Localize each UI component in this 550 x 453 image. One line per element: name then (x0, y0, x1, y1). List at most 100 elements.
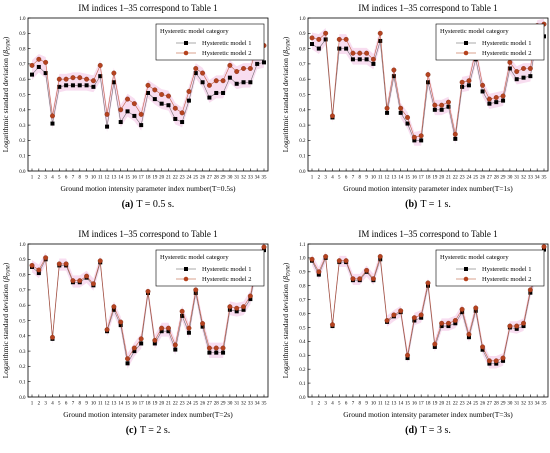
data-point-model-2 (241, 66, 246, 71)
x-tick-label: 33 (248, 176, 254, 181)
data-point-model-1 (159, 329, 164, 334)
x-tick-label: 30 (227, 176, 233, 181)
x-tick-label: 19 (152, 176, 158, 181)
data-point-model-2 (200, 321, 206, 327)
x-tick-label: 27 (487, 176, 493, 181)
data-point-model-2 (166, 93, 171, 99)
data-point-model-1 (494, 361, 499, 366)
data-point-model-1 (405, 121, 410, 126)
data-point-model-1 (323, 37, 328, 42)
y-tick-label: 0.6 (299, 312, 306, 317)
data-point-model-1 (118, 120, 123, 125)
data-point-model-2 (186, 88, 192, 94)
x-tick-label: 34 (535, 176, 541, 181)
data-point-model-1 (186, 330, 191, 335)
y-tick-label: 0.1 (299, 155, 306, 160)
x-tick-label: 34 (255, 176, 261, 181)
data-point-model-1 (111, 307, 116, 312)
y-tick-label: 0.1 (19, 381, 26, 386)
y-axis-label-subscript: D|IM (7, 264, 12, 277)
x-tick-label: 30 (227, 402, 233, 407)
data-point-model-1 (446, 324, 451, 329)
data-point-model-1 (193, 290, 198, 295)
data-point-model-1 (91, 84, 96, 89)
y-axis-label-end: ) (1, 262, 10, 265)
data-point-model-1 (439, 324, 444, 329)
data-point-model-1 (146, 90, 150, 95)
data-point-model-1 (357, 57, 362, 62)
data-point-model-2 (370, 276, 376, 282)
x-tick-label: 33 (528, 176, 534, 181)
data-point-model-1 (344, 46, 349, 51)
legend-box (435, 23, 545, 61)
x-tick-label: 18 (426, 402, 432, 407)
legend-label-model-1: Hysteretic model 1 (202, 266, 251, 273)
data-point-model-1 (460, 310, 465, 315)
data-point-model-2 (206, 82, 212, 88)
data-point-model-2 (446, 99, 451, 105)
data-point-model-1 (521, 324, 526, 329)
data-point-model-1 (84, 83, 89, 88)
data-point-model-2 (36, 267, 42, 273)
data-point-model-1 (207, 350, 212, 355)
y-tick-label: 0.3 (299, 124, 306, 129)
data-point-model-2 (521, 66, 526, 71)
x-tick-label: 32 (241, 402, 247, 407)
data-point-model-2 (521, 320, 526, 326)
y-tick-label: 0.0 (19, 396, 26, 401)
x-tick-label: 20 (439, 176, 445, 181)
x-tick-label: 13 (391, 176, 397, 181)
x-tick-label: 7 (352, 176, 355, 181)
y-tick-label: 0.1 (19, 155, 26, 160)
data-point-model-2 (172, 342, 178, 348)
data-point-model-2 (43, 255, 49, 261)
x-axis-label: Ground motion intensity parameter index … (60, 184, 236, 193)
y-tick-label: 0.6 (19, 304, 26, 309)
data-point-model-2 (370, 56, 376, 62)
data-point-model-2 (111, 70, 117, 76)
x-tick-label: 10 (371, 402, 377, 407)
data-point-model-1 (214, 90, 219, 95)
y-tick-label: 0.5 (19, 319, 26, 324)
x-tick-label: 18 (426, 176, 432, 181)
data-point-model-1 (105, 124, 110, 129)
y-tick-label: 0.4 (299, 340, 306, 345)
data-point-model-2 (261, 244, 267, 250)
y-tick-label: 0.8 (19, 47, 26, 52)
data-point-model-2 (364, 267, 370, 273)
x-tick-label: 13 (111, 176, 117, 181)
data-point-model-1 (337, 46, 342, 51)
data-point-model-1 (446, 104, 451, 109)
legend-marker-model-1 (184, 41, 188, 45)
data-point-model-1 (398, 110, 403, 115)
y-tick-label: 0.9 (299, 32, 306, 37)
panel-caption: (b) T = 1 s. (405, 199, 451, 210)
x-tick-label: 35 (542, 176, 548, 181)
y-axis-label-end: ) (281, 262, 290, 265)
x-tick-label: 9 (365, 176, 368, 181)
legend: Hysteretic model category Hysteretic mode… (155, 249, 265, 287)
data-point-model-2 (309, 256, 315, 262)
x-tick-label: 30 (507, 402, 512, 407)
y-axis-label-main: Logarithmic standard deviation ( (281, 279, 290, 378)
legend-marker-model-2 (463, 50, 469, 56)
x-tick-label: 10 (371, 176, 377, 181)
y-tick-label: 0.5 (299, 326, 306, 331)
data-point-model-2 (131, 101, 137, 107)
y-tick-label: 0.4 (19, 335, 26, 340)
panel-caption: (c) T = 2 s. (126, 425, 171, 436)
x-tick-label: 31 (514, 176, 520, 181)
y-axis-label-beta: β (281, 50, 290, 55)
y-axis-label-subscript: D|IM (287, 264, 292, 277)
data-point-model-2 (384, 105, 390, 111)
data-point-model-2 (166, 325, 171, 331)
data-point-model-2 (227, 62, 233, 68)
data-point-model-2 (36, 56, 42, 62)
x-tick-label: 22 (453, 176, 459, 181)
data-point-model-2 (330, 113, 335, 119)
x-tick-label: 29 (501, 402, 507, 407)
data-point-model-2 (220, 78, 226, 84)
x-tick-label: 23 (180, 402, 186, 407)
y-axis-label: Logarithmic standard deviation (βD|IM) (1, 36, 12, 152)
data-point-model-2 (541, 244, 547, 250)
